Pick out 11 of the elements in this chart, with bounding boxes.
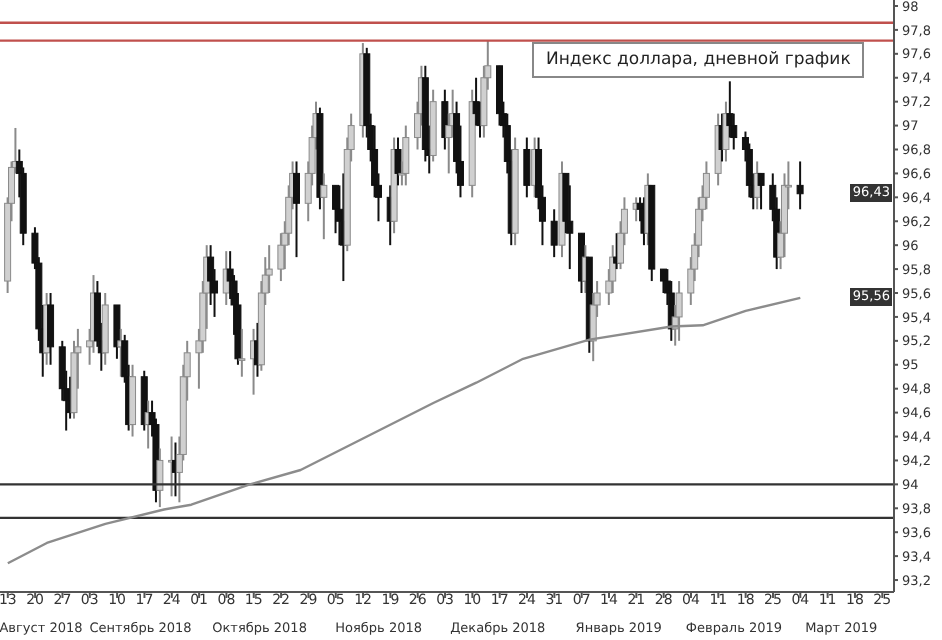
candlestick [523, 136, 531, 199]
candlestick [320, 172, 328, 241]
candlestick [402, 124, 410, 187]
candlestick [293, 160, 300, 259]
candlestick [238, 327, 246, 378]
text: Индекс доллара, дневной график [532, 42, 865, 78]
candlestick [757, 172, 765, 211]
candlestick [101, 292, 109, 366]
candlestick [550, 208, 558, 259]
candlestick [156, 447, 164, 509]
candlestick [796, 160, 804, 211]
